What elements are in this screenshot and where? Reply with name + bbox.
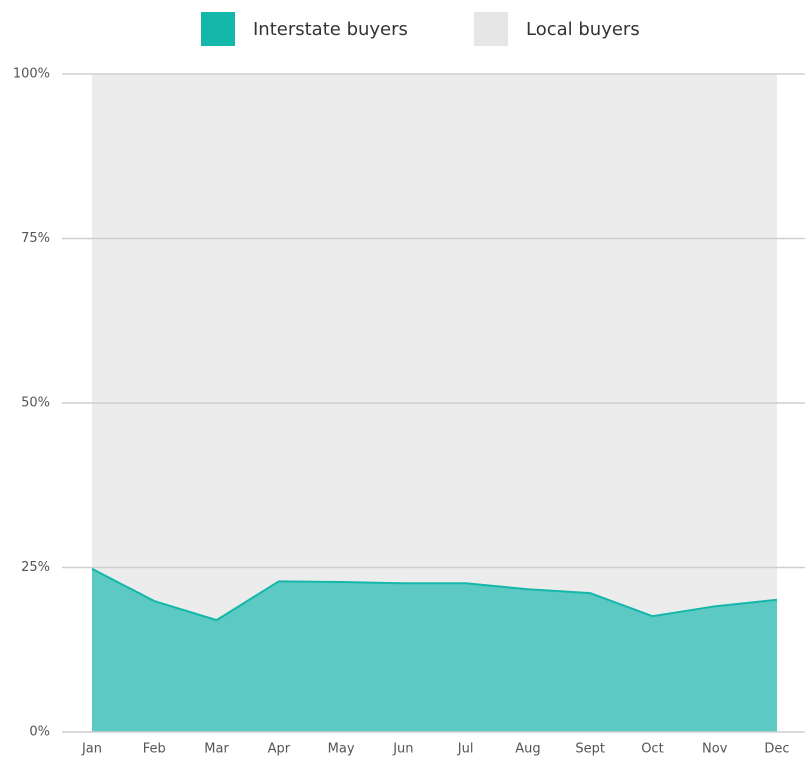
- y-tick-label: 50%: [21, 396, 50, 411]
- x-tick-label: Oct: [641, 742, 663, 757]
- x-tick-label: Feb: [143, 742, 166, 757]
- x-tick-label: Mar: [204, 742, 229, 757]
- x-tick-label: Jun: [392, 742, 413, 757]
- x-tick-label: Aug: [515, 742, 540, 757]
- y-tick-label: 0%: [29, 725, 50, 740]
- x-tick-label: Sept: [575, 742, 605, 757]
- x-tick-label: Apr: [268, 742, 291, 757]
- x-tick-label: Jul: [457, 742, 474, 757]
- series-line: [91, 567, 778, 622]
- y-tick-label: 75%: [21, 231, 50, 246]
- x-tick-label: Jan: [81, 742, 102, 757]
- legend-label: Local buyers: [526, 19, 640, 40]
- legend-swatch: [474, 12, 508, 46]
- y-tick-label: 25%: [21, 560, 50, 575]
- legend-swatch: [201, 12, 235, 46]
- legend-label: Interstate buyers: [253, 19, 408, 40]
- x-tick-label: Nov: [702, 742, 728, 757]
- x-tick-label: May: [328, 742, 355, 757]
- x-tick-label: Dec: [764, 742, 789, 757]
- y-tick-label: 100%: [13, 67, 50, 82]
- area: [92, 74, 777, 621]
- area: [92, 568, 777, 732]
